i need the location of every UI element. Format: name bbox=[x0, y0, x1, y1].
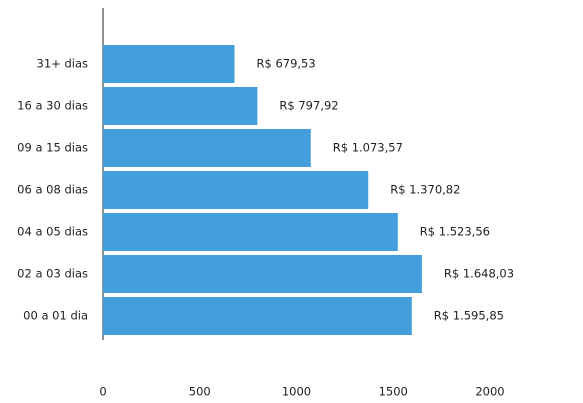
bar bbox=[103, 87, 258, 125]
value-label: R$ 1.523,56 bbox=[420, 225, 490, 239]
value-label: R$ 1.595,85 bbox=[434, 309, 504, 323]
x-tick-label: 0 bbox=[99, 385, 106, 399]
value-label: R$ 679,53 bbox=[256, 57, 315, 71]
bar bbox=[103, 171, 369, 209]
bar bbox=[103, 213, 398, 251]
y-tick-label: 00 a 01 dia bbox=[23, 309, 88, 323]
value-label: R$ 1.370,82 bbox=[390, 183, 460, 197]
y-tick-label: 16 a 30 dias bbox=[17, 99, 88, 113]
y-tick-label: 09 a 15 dias bbox=[17, 141, 88, 155]
bar bbox=[103, 297, 412, 335]
x-tick-label: 500 bbox=[189, 385, 211, 399]
y-tick-label: 31+ dias bbox=[37, 57, 88, 71]
y-tick-label: 06 a 08 dias bbox=[17, 183, 88, 197]
value-label: R$ 1.073,57 bbox=[333, 141, 403, 155]
y-tick-label: 02 a 03 dias bbox=[17, 267, 88, 281]
value-label: R$ 797,92 bbox=[279, 99, 338, 113]
x-tick-label: 1500 bbox=[379, 385, 408, 399]
value-label: R$ 1.648,03 bbox=[444, 267, 514, 281]
y-tick-label: 04 a 05 dias bbox=[17, 225, 88, 239]
bar bbox=[103, 255, 422, 293]
bar bbox=[103, 129, 311, 167]
x-tick-label: 1000 bbox=[282, 385, 311, 399]
bar bbox=[103, 45, 235, 83]
x-tick-label: 2000 bbox=[475, 385, 504, 399]
